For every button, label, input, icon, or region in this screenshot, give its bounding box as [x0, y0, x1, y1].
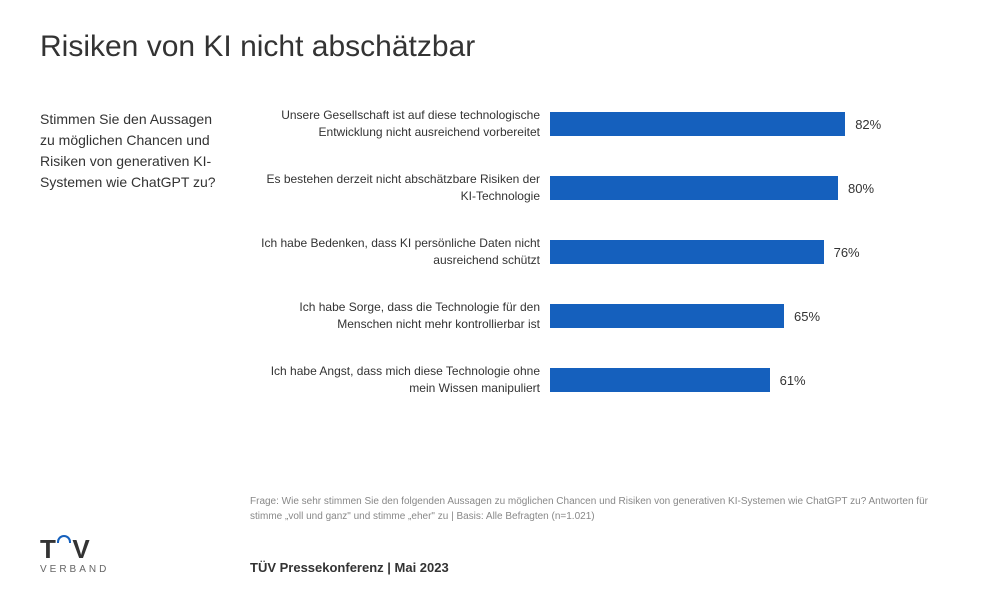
tuv-logo: TV VERBAND — [40, 536, 250, 575]
chart-title: Risiken von KI nicht abschätzbar — [40, 30, 960, 64]
footnote-text: Frage: Wie sehr stimmen Sie den folgende… — [250, 494, 960, 524]
bottom-row: TV VERBAND TÜV Pressekonferenz | Mai 202… — [40, 536, 960, 575]
bar-value: 76% — [824, 245, 860, 260]
logo-main: TV — [40, 536, 250, 562]
logo-letter-v: V — [72, 536, 90, 562]
bar-value: 82% — [845, 117, 881, 132]
bar-chart: Unsere Gesellschaft ist auf diese techno… — [250, 104, 960, 424]
bar-row: Unsere Gesellschaft ist auf diese techno… — [250, 104, 960, 144]
bar-value: 80% — [838, 181, 874, 196]
bar — [550, 112, 845, 136]
bar-wrap: 61% — [550, 368, 960, 392]
bar-label: Unsere Gesellschaft ist auf diese techno… — [250, 107, 550, 141]
bar-label: Ich habe Angst, dass mich diese Technolo… — [250, 363, 550, 397]
logo-u-hat-icon — [57, 535, 71, 543]
footer: Frage: Wie sehr stimmen Sie den folgende… — [40, 494, 960, 575]
bar-row: Ich habe Bedenken, dass KI persönliche D… — [250, 232, 960, 272]
bar-wrap: 80% — [550, 176, 960, 200]
bar-row: Ich habe Angst, dass mich diese Technolo… — [250, 360, 960, 400]
bar-value: 61% — [770, 373, 806, 388]
bar-row: Ich habe Sorge, dass die Technologie für… — [250, 296, 960, 336]
bar — [550, 176, 838, 200]
bar-label: Ich habe Bedenken, dass KI persönliche D… — [250, 235, 550, 269]
bar-wrap: 65% — [550, 304, 960, 328]
logo-subtitle: VERBAND — [40, 564, 250, 575]
bar-wrap: 82% — [550, 112, 960, 136]
logo-letter-t: T — [40, 536, 56, 562]
bar — [550, 368, 770, 392]
bar-label: Es bestehen derzeit nicht abschätzbare R… — [250, 171, 550, 205]
survey-question: Stimmen Sie den Aussagen zu möglichen Ch… — [40, 104, 230, 424]
bar-wrap: 76% — [550, 240, 960, 264]
bar-value: 65% — [784, 309, 820, 324]
conference-label: TÜV Pressekonferenz | Mai 2023 — [250, 560, 449, 575]
content-area: Stimmen Sie den Aussagen zu möglichen Ch… — [40, 104, 960, 424]
bar-row: Es bestehen derzeit nicht abschätzbare R… — [250, 168, 960, 208]
bar — [550, 240, 824, 264]
bar — [550, 304, 784, 328]
bar-label: Ich habe Sorge, dass die Technologie für… — [250, 299, 550, 333]
